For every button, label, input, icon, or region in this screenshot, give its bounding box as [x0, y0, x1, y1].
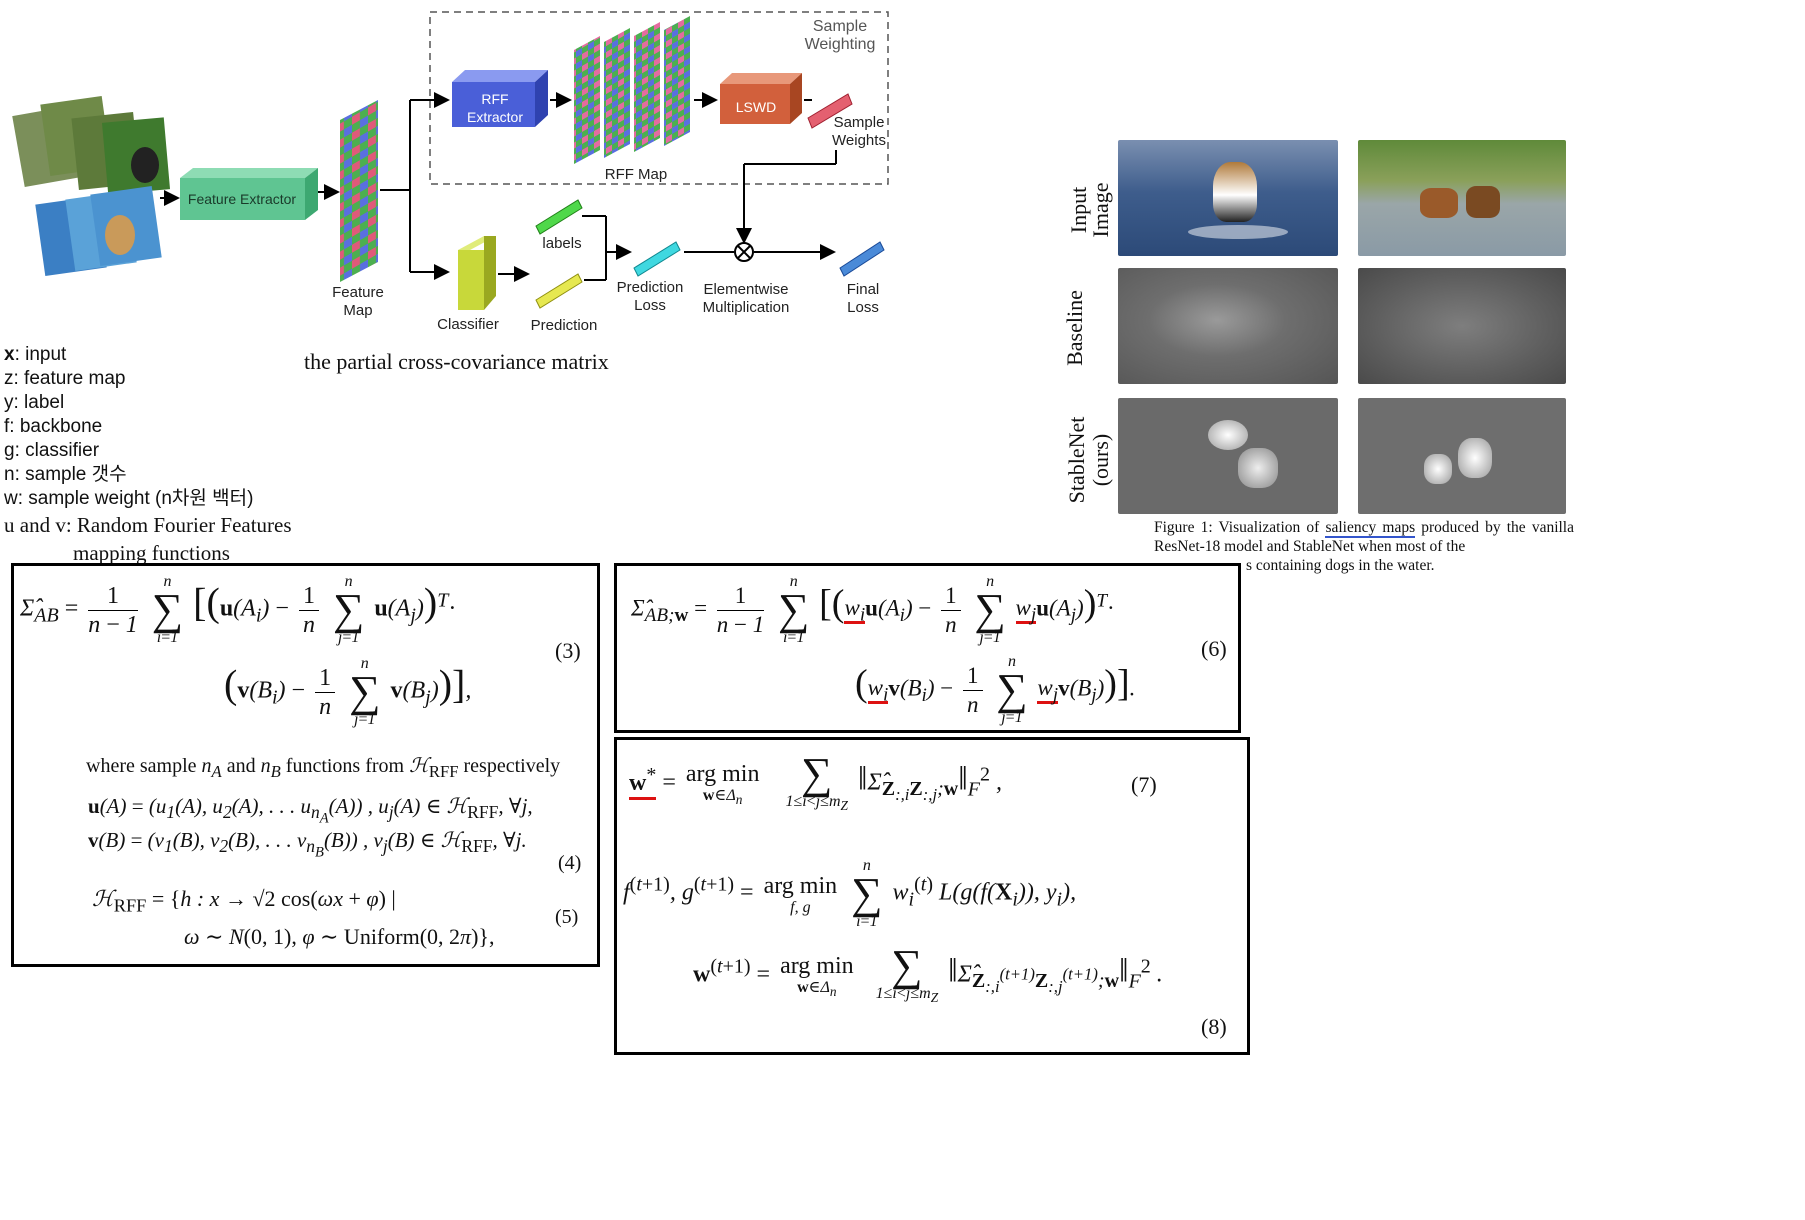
eq-number-4: (4) — [558, 852, 582, 874]
input-image-1 — [1118, 140, 1338, 256]
row-label-stablenet: StableNet (ours) — [1064, 416, 1113, 504]
equation-5-line2: ω ∼ N(0, 1), φ ∼ Uniform(0, 2π)}, — [184, 924, 495, 949]
saliency-link[interactable]: saliency maps — [1325, 519, 1416, 538]
legend-uv: u and v: Random Fourier Features — [4, 513, 292, 537]
feature-map-tensor — [340, 100, 378, 282]
rff-map-tensors — [574, 16, 690, 164]
legend-uv-cont: mapping functions — [73, 541, 230, 565]
feature-extractor-label: Feature Extractor — [188, 191, 296, 207]
feature-map-label: Feature Map — [332, 284, 384, 319]
eq-number-8: (8) — [1201, 1014, 1227, 1039]
classifier-label: Classifier — [437, 316, 499, 333]
baseline-map-1 — [1118, 268, 1338, 384]
labels-vector — [535, 199, 583, 235]
legend-g: g: classifier — [4, 440, 100, 461]
legend-f: f: backbone — [4, 416, 103, 437]
stablenet-map-1 — [1118, 398, 1338, 514]
equation-7: w* = arg min w∈Δn ∑ 1≤i<j≤mZ ‖Σ̂Z:,iZ:,j;w… — [629, 749, 1002, 814]
sample-weighting-label: Sample Weighting — [804, 18, 876, 53]
prediction-label: Prediction — [530, 317, 598, 334]
eq-number-3: (3) — [555, 638, 581, 663]
classifier-block — [458, 236, 496, 310]
row-label-input: Input Image — [1066, 182, 1113, 238]
equation-box-7-8: w* = arg min w∈Δn ∑ 1≤i<j≤mZ ‖Σ̂Z:,iZ:,j;w… — [614, 737, 1250, 1055]
legend-z: z: feature map — [4, 368, 126, 389]
equation-4-line1: u(A) = (u1(A), u2(A), . . . unA(A)) , uj… — [88, 794, 533, 827]
input-image-2 — [1358, 140, 1566, 256]
final-loss-label: Final Loss — [846, 281, 880, 316]
equation-5-line1: ℋRFF = {h : x → √2 cos(ωx + φ) | — [92, 886, 396, 916]
input-images — [12, 96, 171, 276]
rff-extractor-label: RFF Extractor — [466, 91, 523, 125]
sample-weights-vector — [807, 93, 853, 129]
prediction-vector — [535, 273, 583, 309]
prediction-loss-vector — [633, 241, 681, 277]
legend-x: x: input — [4, 344, 67, 365]
eq-number-6: (6) — [1201, 636, 1227, 661]
equation-8-line1: f(t+1), g(t+1) = arg min f, g n ∑ i=1 wi(t)… — [623, 857, 1077, 930]
final-loss-vector — [839, 241, 885, 277]
rff-extractor-block — [452, 70, 548, 127]
legend-y: y: label — [4, 392, 65, 413]
row-label-baseline: Baseline — [1062, 290, 1087, 366]
feature-extractor-block: Feature Extractor — [180, 168, 318, 220]
sample-weights-label: Sample Weights — [832, 114, 886, 149]
eq-number-5: (5) — [555, 906, 579, 928]
architecture-diagram: Feature Extractor — [0, 0, 1040, 400]
rff-map-label: RFF Map — [604, 166, 668, 183]
equation-4-line2: v(B) = (v1(B), v2(B), . . . vnB(B)) , vj… — [88, 828, 527, 861]
saliency-figure: Input Image Baseline StableNet (ours) Fi… — [1040, 130, 1805, 590]
sample-weighting-box — [429, 11, 889, 185]
stablenet-map-2 — [1358, 398, 1566, 514]
diagram-caption: the partial cross-covariance matrix — [304, 349, 609, 374]
figure-caption: Figure 1: Visualization of saliency maps… — [1154, 519, 1574, 574]
prediction-loss-label: Prediction Loss — [616, 279, 684, 314]
where-text: where sample nA and nB functions from ℋR… — [86, 755, 561, 781]
equation-8-line2: w(t+1) = arg min w∈Δn ∑ 1≤i<j≤mZ ‖Σ̂Z:,i(t… — [693, 941, 1163, 1006]
legend-w: w: sample weight (n차원 백터) — [4, 488, 254, 509]
architecture-svg: Feature Extractor — [12, 11, 889, 310]
legend-n: n: sample 갯수 — [4, 464, 127, 485]
labels-label: labels — [542, 235, 582, 252]
symbol-legend: x: input z: feature map y: label f: back… — [4, 343, 324, 567]
lswd-block — [720, 73, 802, 124]
eq-number-7: (7) — [1131, 772, 1157, 797]
baseline-map-2 — [1358, 268, 1566, 384]
elementwise-label: Elementwise Multiplication — [702, 281, 790, 316]
lswd-label: LSWD — [735, 99, 777, 115]
